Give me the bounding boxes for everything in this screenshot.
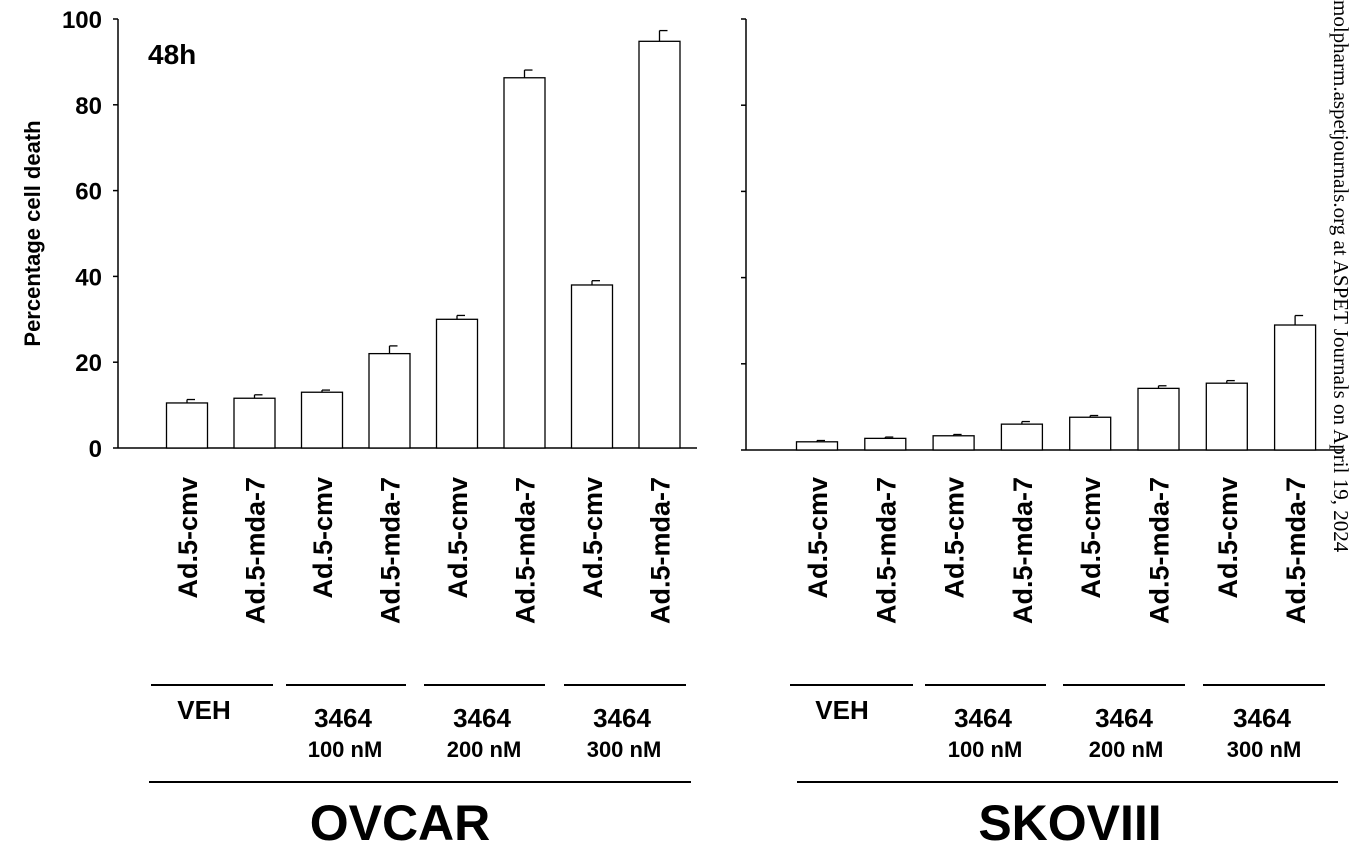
category-label: Ad.5-cmv — [803, 477, 833, 599]
group-sublabel: 300 nM — [587, 737, 662, 762]
panel-title: SKOVIII — [978, 795, 1161, 851]
bar — [864, 437, 907, 451]
annotation-label: 48h — [148, 39, 196, 70]
group-sublabel: 300 nM — [1227, 737, 1302, 762]
bar — [932, 435, 975, 451]
bar — [795, 441, 839, 451]
group-label: VEH — [815, 695, 868, 725]
group-sublabel: 200 nM — [1089, 737, 1164, 762]
category-label: Ad.5-mda-7 — [1145, 477, 1175, 624]
category-label: Ad.5-cmv — [1076, 477, 1106, 599]
group-sublabel: 100 nM — [948, 737, 1023, 762]
bar — [165, 402, 209, 449]
category-label: Ad.5-mda-7 — [376, 477, 406, 624]
y-tick-label: 0 — [89, 436, 102, 463]
category-label: Ad.5-mda-7 — [1281, 477, 1311, 624]
category-label: Ad.5-cmv — [173, 477, 203, 599]
panel-title: OVCAR — [310, 795, 491, 851]
category-label: Ad.5-mda-7 — [511, 477, 541, 624]
bar — [503, 77, 546, 449]
y-tick-label: 40 — [75, 264, 102, 291]
bar — [1205, 382, 1248, 451]
bar — [368, 352, 411, 449]
y-tick-label: 80 — [75, 93, 102, 120]
category-label: Ad.5-mda-7 — [1008, 477, 1038, 624]
group-label: 3464 — [453, 703, 511, 733]
panel-skoviii: Ad.5-cmv Ad.5-mda-7 Ad.5-cmv Ad.5-mda-7 Ad.5… — [741, 18, 1345, 851]
bar — [570, 284, 614, 449]
bar — [1000, 423, 1044, 451]
group-label: 3464 — [314, 703, 372, 733]
y-tick-label: 100 — [62, 7, 102, 34]
category-label: Ad.5-mda-7 — [241, 477, 271, 624]
bar — [435, 318, 479, 449]
bar — [1069, 416, 1112, 451]
bar — [638, 40, 681, 449]
category-label: Ad.5-mda-7 — [646, 477, 676, 624]
group-sublabel: 200 nM — [447, 737, 522, 762]
group-label: 3464 — [1233, 703, 1291, 733]
bar — [1137, 387, 1180, 451]
bar — [1273, 324, 1317, 451]
group-label: VEH — [177, 695, 230, 725]
bar — [233, 397, 276, 449]
group-sublabel: 100 nM — [308, 737, 383, 762]
group-label: 3464 — [954, 703, 1012, 733]
group-label: 3464 — [1095, 703, 1153, 733]
category-label: Ad.5-cmv — [1213, 477, 1243, 599]
category-label: Ad.5-mda-7 — [871, 477, 901, 624]
category-label: Ad.5-cmv — [308, 477, 338, 599]
y-axis-label: Percentage cell death — [20, 120, 45, 346]
y-tick-label: 60 — [75, 179, 102, 206]
y-tick-label: 20 — [75, 350, 102, 377]
category-label: Ad.5-cmv — [443, 477, 473, 599]
bar — [300, 391, 344, 449]
panel-ovcar: 0 20 40 60 80 100 Percentage cell death 48h Ad.5… — [20, 7, 697, 851]
category-label: Ad.5-cmv — [940, 477, 970, 599]
group-label: 3464 — [593, 703, 651, 733]
category-label: Ad.5-cmv — [578, 477, 608, 599]
watermark-text: molpharm.aspetjournals.org at ASPET Jour… — [1329, 0, 1353, 553]
